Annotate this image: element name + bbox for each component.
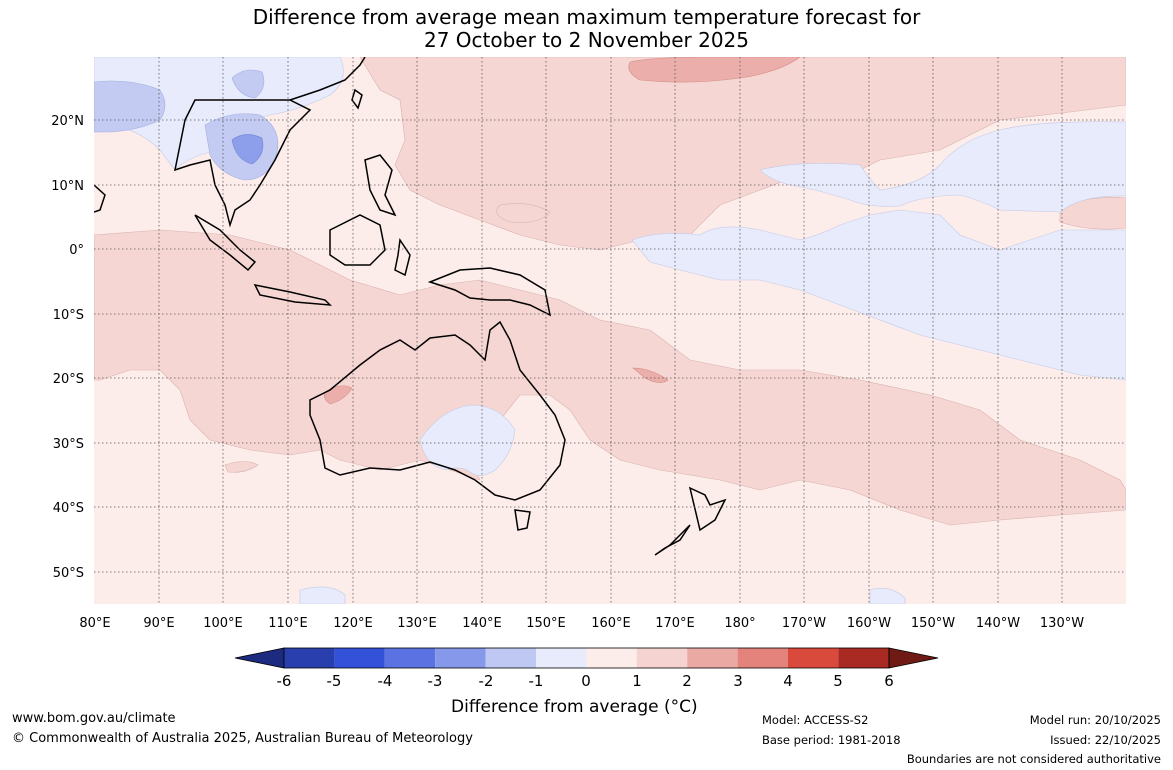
lon-label: 160°E	[591, 616, 631, 631]
anomaly-region-2-to-3	[632, 367, 669, 383]
lon-label: 170°W	[782, 616, 826, 631]
lon-label: 150°W	[911, 616, 955, 631]
colorbar-segment	[435, 648, 486, 668]
colorbar-tick-label: 4	[783, 672, 793, 690]
lon-label: 110°E	[268, 616, 308, 631]
lon-label: 180°	[724, 616, 755, 631]
colorbar-low-arrow	[234, 647, 285, 669]
colorbar-segment	[536, 648, 587, 668]
colorbar-segment	[586, 648, 637, 668]
lon-label: 160°W	[847, 616, 891, 631]
colorbar-segment	[334, 648, 385, 668]
lon-label: 100°E	[203, 616, 243, 631]
lat-label: 30°S	[53, 437, 84, 452]
coastlines	[94, 57, 727, 556]
lat-label: 20°S	[53, 372, 84, 387]
colorbar-tick-label: 2	[682, 672, 692, 690]
lon-label: 130°E	[397, 616, 437, 631]
lon-label: 90°E	[143, 616, 174, 631]
anomaly-region-1-to-2	[224, 461, 259, 473]
colorbar-tick-label: -1	[529, 672, 544, 690]
lon-label: 80°E	[79, 616, 110, 631]
anomaly-region-minus1-to-0	[299, 586, 346, 604]
lat-label: 50°S	[53, 566, 84, 581]
colorbar-tick-label: 3	[733, 672, 743, 690]
colorbar-segment	[485, 648, 536, 668]
map-title-line2: 27 October to 2 November 2025	[423, 28, 750, 52]
model-name: Model: ACCESS-S2	[762, 713, 869, 727]
model-run-date: Model run: 20/10/2025	[1029, 713, 1161, 727]
anomaly-region-minus3-to-minus2	[231, 134, 264, 165]
copyright-text: © Commonwealth of Australia 2025, Austra…	[12, 731, 473, 746]
anomaly-region-minus2-to-minus1	[94, 80, 166, 133]
colorbar-high-arrow	[888, 647, 939, 669]
anomaly-region-1-to-2	[94, 229, 1126, 526]
forecast-map: 80°E 90°E 100°E 110°E 120°E 130°E 140°E …	[51, 57, 1126, 690]
colorbar-segment	[384, 648, 436, 668]
lon-label: 170°E	[655, 616, 695, 631]
lat-label: 20°N	[51, 114, 84, 129]
lon-label: 130°W	[1040, 616, 1084, 631]
anomaly-region-minus1-to-0	[869, 587, 906, 604]
anomaly-region-minus2-to-minus1	[231, 69, 265, 99]
colorbar-tick-label: -4	[378, 672, 393, 690]
colorbar-tick-label: -2	[479, 672, 494, 690]
colorbar-segment	[284, 648, 335, 668]
lat-label: 10°S	[53, 308, 84, 323]
anomaly-region-1-to-2	[496, 203, 551, 223]
colorbar	[234, 647, 939, 669]
colorbar-tick-label: 1	[632, 672, 642, 690]
map-title-line1: Difference from average mean maximum tem…	[252, 5, 921, 29]
lat-label: 0°	[69, 243, 84, 258]
anomaly-region-2-to-3	[323, 385, 353, 405]
lon-label: 150°E	[526, 616, 566, 631]
graticule	[94, 57, 1126, 604]
issued-date: Issued: 22/10/2025	[1050, 733, 1161, 747]
colorbar-segment	[687, 648, 738, 668]
colorbar-tick-label: -5	[327, 672, 342, 690]
lon-label: 140°W	[976, 616, 1020, 631]
colorbar-segment	[737, 648, 788, 668]
boundaries-disclaimer: Boundaries are not considered authoritat…	[906, 752, 1161, 766]
colorbar-segment	[636, 648, 688, 668]
lat-label: 40°S	[53, 501, 84, 516]
anomaly-region-minus1-to-0	[419, 404, 516, 476]
lon-label: 140°E	[462, 616, 502, 631]
colorbar-tick-label: 0	[581, 672, 591, 690]
anomaly-region-minus1-to-0	[631, 209, 1126, 381]
colorbar-tick-label: -6	[277, 672, 292, 690]
anomaly-region-minus1-to-0	[759, 121, 1126, 213]
base-period: Base period: 1981-2018	[762, 733, 901, 747]
colorbar-tick-label: 5	[833, 672, 843, 690]
lat-label: 10°N	[51, 179, 84, 194]
colorbar-segment	[838, 648, 889, 668]
website-link[interactable]: www.bom.gov.au/climate	[12, 711, 176, 726]
colorbar-tick-label: 6	[884, 672, 894, 690]
colorbar-tick-label: -3	[428, 672, 443, 690]
colorbar-title: Difference from average (°C)	[451, 697, 698, 717]
colorbar-segment	[788, 648, 839, 668]
lon-label: 120°E	[333, 616, 373, 631]
